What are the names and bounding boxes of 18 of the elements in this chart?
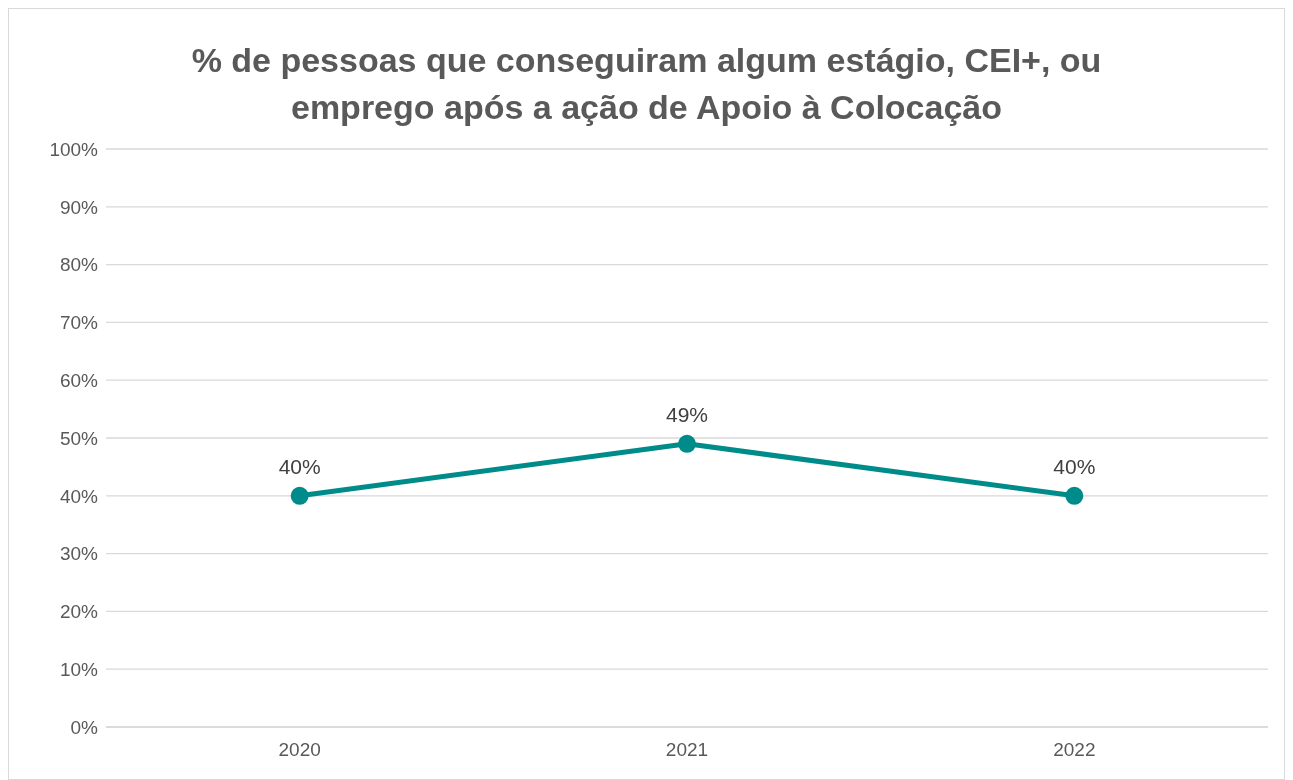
x-tick-label: 2021 — [665, 739, 709, 761]
chart-title: % de pessoas que conseguiram algum estágio, CEI+, ou emprego após a ação de Apoio à Colocação — [190, 40, 1103, 128]
y-tick-label: 20% — [59, 601, 99, 623]
y-tick-label: 80% — [59, 254, 99, 276]
y-tick-label: 50% — [59, 427, 99, 449]
y-tick-label: 0% — [70, 716, 99, 738]
data-label: 40% — [278, 454, 321, 478]
x-tick-label: 2020 — [278, 739, 321, 761]
y-tick-label: 10% — [59, 658, 99, 680]
y-tick-label: 40% — [59, 485, 99, 507]
data-label: 49% — [665, 402, 709, 426]
y-tick-label: 60% — [59, 369, 99, 391]
x-tick-label: 2022 — [1053, 739, 1096, 761]
y-tick-label: 70% — [59, 312, 99, 334]
y-tick-label: 30% — [59, 543, 99, 565]
data-label: 40% — [1053, 454, 1096, 478]
y-tick-label: 90% — [59, 196, 99, 218]
y-tick-label: 100% — [49, 138, 99, 160]
